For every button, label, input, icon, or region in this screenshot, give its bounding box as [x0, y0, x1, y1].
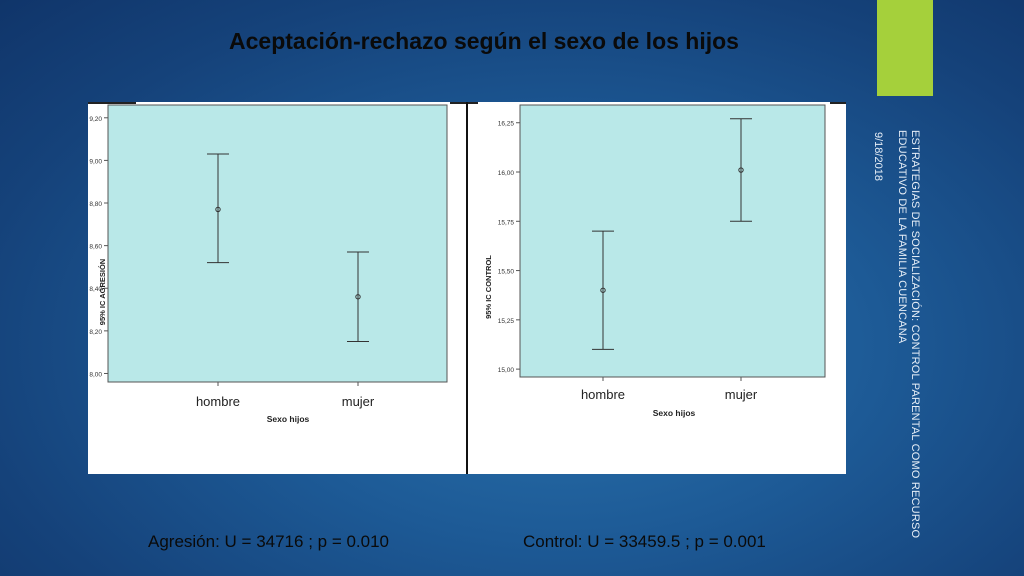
y-tick-label: 8,60: [89, 244, 102, 251]
mean-point: [600, 287, 606, 293]
y-tick-label: 9,00: [89, 158, 102, 165]
stat-agresion: Agresión: U = 34716 ; p = 0.010: [148, 532, 390, 551]
x-tick-label: mujer: [342, 394, 375, 409]
x-tick-label: hombre: [581, 387, 625, 402]
mean-point: [738, 167, 744, 173]
y-tick-label: 8,80: [89, 201, 102, 208]
y-axis-label: 95% IC AGRESIÓN: [98, 259, 107, 325]
plot-area: [107, 104, 448, 383]
slide-title: Aceptación-rechazo según el sexo de los …: [229, 28, 739, 54]
y-tick-label: 15,50: [498, 269, 515, 276]
y-tick-label: 16,25: [498, 121, 515, 128]
stat-control: Control: U = 33459.5 ; p = 0.001: [523, 532, 766, 551]
y-tick-label: 16,00: [498, 170, 515, 177]
chart-agresion: 8,00 8,20 8,40 8,60 8,80 9,00 9,20 95% IC AGRES…: [89, 104, 448, 424]
mean-point: [355, 294, 361, 300]
accent-bar: [877, 0, 933, 96]
x-tick-label: mujer: [725, 387, 758, 402]
y-tick-label: 15,00: [498, 367, 515, 374]
x-tick-label: hombre: [196, 394, 240, 409]
chart-svg: 8,00 8,20 8,40 8,60 8,80 9,00 9,20 95% IC AGRES…: [88, 102, 846, 474]
y-tick-label: 9,20: [89, 116, 102, 123]
chart-control: 15,00 15,25 15,50 15,75 16,00 16,25 95% IC CON…: [484, 104, 826, 418]
y-tick-label: 15,75: [498, 219, 515, 226]
mean-point: [215, 206, 221, 213]
y-tick-label: 15,25: [498, 318, 515, 325]
x-axis-label: Sexo hijos: [267, 414, 310, 424]
y-tick-label: 8,20: [89, 329, 102, 336]
chart-figure: 8,00 8,20 8,40 8,60 8,80 9,00 9,20 95% IC AGRES…: [88, 102, 846, 474]
plot-area: [519, 104, 826, 378]
y-axis-label: 95% IC CONTROL: [484, 255, 493, 319]
x-axis-label: Sexo hijos: [653, 408, 696, 418]
y-tick-label: 8,00: [89, 371, 102, 378]
y-tick-label: 8,40: [89, 286, 102, 293]
slide-date: 9/18/2018: [872, 132, 884, 181]
side-caption: ESTRATEGIAS DE SOCIALIZACIÓN: CONTROL PA…: [896, 130, 921, 539]
